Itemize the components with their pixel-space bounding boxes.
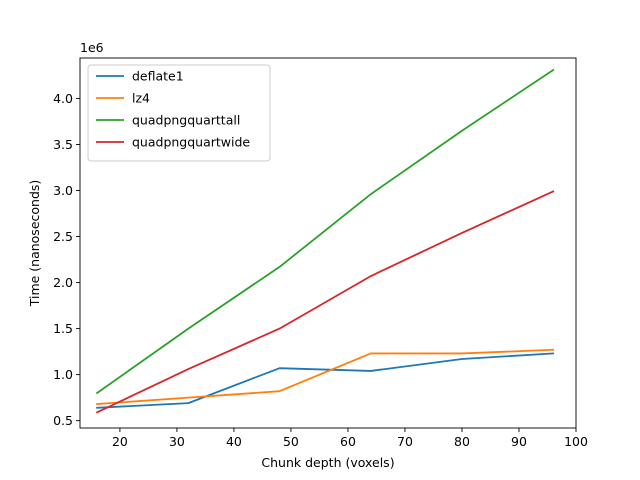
legend-box — [87, 64, 271, 162]
x-tick-label: 70 — [397, 434, 413, 449]
y-axis-label: Time (nanoseconds) — [27, 180, 42, 308]
legend-entry-quadpngquarttall: quadpngquarttall — [132, 113, 240, 128]
y-tick-label: 4.0 — [53, 91, 73, 106]
x-tick-label: 60 — [340, 434, 356, 449]
x-tick-label: 90 — [511, 434, 527, 449]
series-line-deflate1 — [96, 352, 555, 409]
legend-entry-lz4: lz4 — [132, 91, 150, 106]
axes: 20 30 40 50 60 70 80 90 100 0.5 1.0 1.5 2.0 2.5 3.0 3.5… — [53, 57, 588, 449]
plot-area — [95, 68, 555, 414]
x-tick-label: 30 — [169, 434, 185, 449]
x-tick-label: 20 — [112, 434, 128, 449]
legend-entry-deflate1: deflate1 — [132, 69, 184, 84]
series-line-quadpngquarttall — [95, 68, 555, 395]
series-line-lz4 — [96, 348, 555, 406]
x-tick-label: 50 — [283, 434, 299, 449]
y-tick-label: 2.0 — [53, 275, 73, 290]
x-axis-label: Chunk depth (voxels) — [261, 455, 394, 470]
y-axis-multiplier-label: 1e6 — [80, 40, 104, 55]
y-tick-label: 1.5 — [53, 321, 73, 336]
y-tick-label: 2.5 — [53, 229, 73, 244]
x-tick-label: 40 — [226, 434, 242, 449]
y-tick-label: 0.5 — [53, 413, 73, 428]
legend: deflate1 lz4 quadpngquarttall quadpngquartw… — [87, 64, 271, 162]
y-tick-label: 3.5 — [53, 137, 73, 152]
legend-entry-quadpngquartwide: quadpngquartwide — [132, 135, 250, 150]
x-tick-label: 100 — [564, 434, 588, 449]
y-tick-label: 1.0 — [53, 367, 73, 382]
x-tick-label: 80 — [454, 434, 470, 449]
series-line-quadpngquartwide — [95, 190, 555, 414]
axes-frame — [79, 57, 577, 429]
y-tick-label: 3.0 — [53, 183, 73, 198]
